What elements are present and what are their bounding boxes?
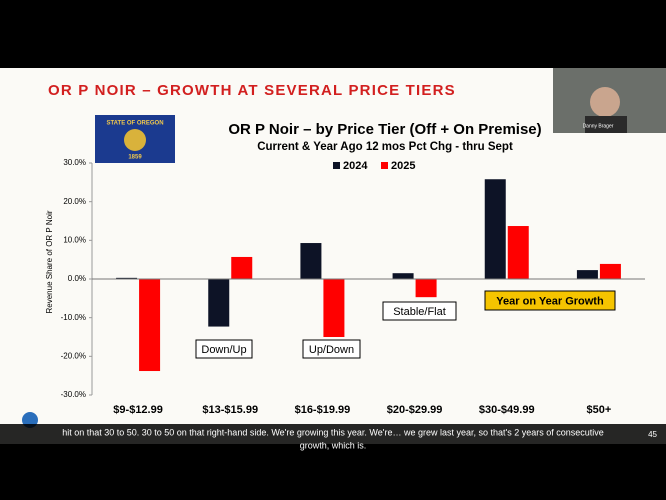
y-axis-label: Revenue Share of OR P Noir — [45, 210, 54, 313]
y-tick-label: -30.0% — [61, 390, 86, 399]
annotation: Down/Up — [201, 344, 246, 356]
y-tick-label: 10.0% — [63, 235, 86, 244]
flag-text: 1859 — [128, 155, 142, 161]
annotation-box — [484, 290, 616, 311]
participant-name: Danny Brager — [583, 123, 614, 129]
bar — [484, 179, 506, 279]
chart-title: OR P Noir – by Price Tier (Off + On Prem… — [228, 121, 541, 138]
caption-line: growth, which is. — [300, 440, 367, 450]
participant-head — [590, 87, 620, 117]
annotation: Up/Down — [309, 344, 354, 356]
x-tick-label: $16-$19.99 — [295, 404, 351, 416]
annotation: Year on Year Growth — [496, 295, 604, 307]
annotation: Stable/Flat — [393, 306, 446, 318]
bar — [323, 279, 345, 337]
bar — [507, 226, 529, 279]
x-tick-label: $30-$49.99 — [479, 404, 535, 416]
participant-body — [585, 116, 627, 133]
caption-line: hit on that 30 to 50. 30 to 50 on that r… — [62, 427, 604, 437]
y-tick-label: -20.0% — [61, 351, 86, 360]
legend-label: 2025 — [391, 160, 415, 172]
bar — [392, 273, 414, 279]
annotation-box — [302, 339, 361, 359]
bar — [116, 277, 138, 279]
bar — [208, 279, 230, 327]
chart-subtitle: Current & Year Ago 12 mos Pct Chg - thru… — [257, 141, 513, 153]
x-tick-label: $50+ — [587, 404, 612, 416]
y-tick-label: 0.0% — [68, 274, 86, 283]
bar — [231, 256, 253, 279]
x-tick-label: $9-$12.99 — [113, 404, 163, 416]
flag-text: STATE OF OREGON — [106, 121, 163, 127]
x-tick-label: $13-$15.99 — [202, 404, 258, 416]
bar — [599, 263, 621, 279]
y-tick-label: 20.0% — [63, 197, 86, 206]
bar — [415, 279, 437, 298]
caption-box — [0, 424, 666, 456]
y-tick-label: 30.0% — [63, 158, 86, 167]
bar — [300, 243, 322, 279]
bar — [139, 279, 161, 372]
caption-counter: 45 — [648, 430, 657, 439]
slide-heading: OR P NOIR – GROWTH AT SEVERAL PRICE TIER… — [48, 82, 456, 99]
legend-swatch — [381, 162, 388, 169]
legend-swatch — [333, 162, 340, 169]
annotation-box — [195, 339, 253, 359]
bar — [576, 270, 598, 279]
y-tick-label: -10.0% — [61, 313, 86, 322]
annotation-box — [382, 301, 457, 321]
x-tick-label: $20-$29.99 — [387, 404, 443, 416]
flag-seal — [124, 129, 146, 151]
legend-label: 2024 — [343, 160, 368, 172]
